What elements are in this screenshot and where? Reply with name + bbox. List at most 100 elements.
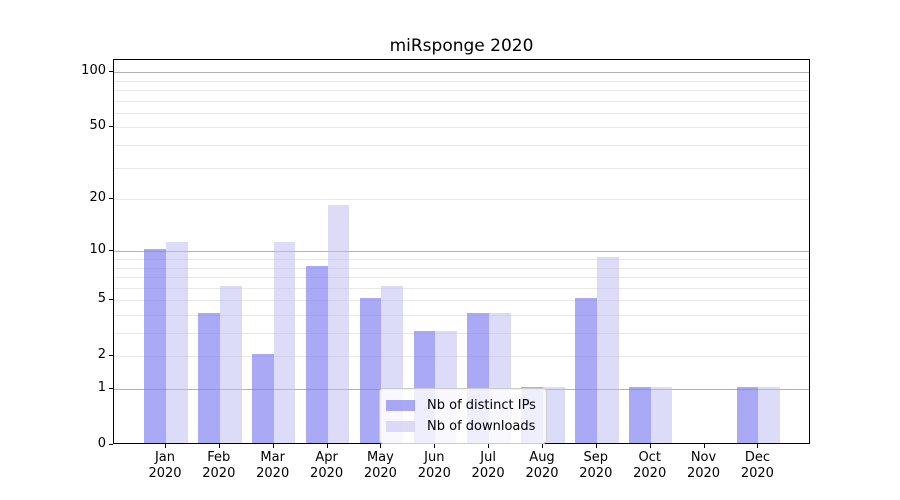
legend-row-downloads: Nb of downloads bbox=[386, 417, 536, 436]
x-tick-label-jun: Jun 2020 bbox=[404, 450, 464, 482]
bar-distinct-ips-apr bbox=[305, 265, 328, 443]
minor-gridline-7 bbox=[114, 277, 809, 278]
x-tick-may bbox=[380, 444, 382, 448]
x-tick-label-oct: Oct 2020 bbox=[620, 450, 680, 482]
x-label-year: 2020 bbox=[256, 466, 290, 481]
x-label-month: Mar bbox=[260, 450, 285, 465]
x-label-year: 2020 bbox=[202, 466, 236, 481]
bar-distinct-ips-jan bbox=[144, 249, 167, 443]
y-tick-2 bbox=[109, 355, 113, 357]
bar-downloads-apr bbox=[327, 205, 350, 443]
y-tick-label-50: 50 bbox=[89, 118, 106, 134]
x-label-year: 2020 bbox=[310, 466, 344, 481]
y-tick-50 bbox=[109, 126, 113, 128]
x-tick-aug bbox=[542, 444, 543, 448]
y-tick-label-1: 1 bbox=[97, 380, 106, 395]
minor-gridline-70 bbox=[114, 100, 809, 102]
x-label-month: Apr bbox=[315, 450, 338, 465]
x-tick-jan bbox=[165, 444, 166, 448]
x-label-year: 2020 bbox=[148, 466, 182, 481]
x-label-month: Nov bbox=[690, 450, 717, 465]
x-label-year: 2020 bbox=[363, 466, 397, 481]
x-label-month: Jul bbox=[480, 450, 496, 465]
x-tick-oct bbox=[649, 444, 651, 448]
legend-row-distinct-ips: Nb of distinct IPs bbox=[386, 396, 536, 415]
x-tick-jul bbox=[488, 444, 490, 448]
x-tick-label-jul: Jul 2020 bbox=[458, 450, 518, 482]
x-tick-label-feb: Feb 2020 bbox=[189, 450, 249, 482]
x-tick-label-dec: Dec 2020 bbox=[727, 450, 787, 482]
x-label-month: Jan bbox=[154, 450, 176, 465]
minor-gridline-5 bbox=[114, 300, 809, 302]
plot-area: Nb of distinct IPs Nb of downloads bbox=[113, 59, 810, 444]
y-tick-label-0: 0 bbox=[97, 436, 106, 451]
bar-downloads-mar bbox=[273, 242, 296, 443]
minor-gridline-9 bbox=[114, 259, 809, 260]
x-label-month: Dec bbox=[744, 450, 770, 465]
y-tick-label-100: 100 bbox=[81, 63, 106, 79]
legend: Nb of distinct IPs Nb of downloads bbox=[379, 388, 547, 444]
x-tick-label-apr: Apr 2020 bbox=[297, 450, 357, 482]
x-label-year: 2020 bbox=[740, 466, 774, 481]
bar-distinct-ips-oct bbox=[628, 387, 651, 443]
x-label-month: Feb bbox=[207, 450, 231, 465]
x-label-month: Oct bbox=[638, 450, 661, 465]
x-tick-label-jan: Jan 2020 bbox=[135, 450, 195, 482]
x-tick-sep bbox=[595, 444, 597, 448]
x-tick-label-may: May 2020 bbox=[350, 450, 410, 482]
x-label-month: Sep bbox=[583, 450, 609, 465]
x-label-year: 2020 bbox=[686, 466, 721, 481]
bar-downloads-sep bbox=[596, 257, 619, 443]
x-label-month: Aug bbox=[529, 450, 555, 465]
x-label-year: 2020 bbox=[633, 466, 667, 481]
bar-distinct-ips-feb bbox=[198, 313, 220, 443]
minor-gridline-3 bbox=[114, 333, 809, 334]
y-tick-10 bbox=[109, 250, 113, 252]
x-label-year: 2020 bbox=[471, 466, 505, 481]
bar-distinct-ips-mar bbox=[251, 354, 274, 443]
bar-downloads-aug bbox=[542, 387, 565, 443]
major-gridline-10 bbox=[114, 251, 809, 253]
x-tick-jun bbox=[434, 444, 436, 448]
legend-swatch-distinct-ips bbox=[386, 400, 415, 411]
bar-distinct-ips-may bbox=[359, 298, 382, 443]
y-tick-5 bbox=[109, 299, 113, 301]
chart-title: miRsponge 2020 bbox=[389, 36, 534, 56]
y-tick-label-10: 10 bbox=[89, 242, 106, 258]
minor-gridline-90 bbox=[114, 80, 809, 82]
legend-label-downloads: Nb of downloads bbox=[427, 419, 536, 434]
major-gridline-100 bbox=[114, 72, 809, 74]
minor-gridline-80 bbox=[114, 89, 809, 91]
x-tick-label-mar: Mar 2020 bbox=[243, 450, 303, 482]
x-tick-dec bbox=[757, 444, 759, 448]
minor-gridline-8 bbox=[114, 267, 809, 269]
x-label-year: 2020 bbox=[525, 466, 559, 481]
minor-gridline-4 bbox=[114, 315, 809, 316]
minor-gridline-20 bbox=[114, 199, 809, 200]
minor-gridline-30 bbox=[114, 167, 809, 169]
bar-downloads-oct bbox=[650, 387, 673, 443]
x-label-month: May bbox=[366, 450, 394, 465]
x-tick-mar bbox=[272, 444, 274, 448]
legend-label-distinct-ips: Nb of distinct IPs bbox=[427, 398, 536, 413]
y-tick-0 bbox=[109, 444, 113, 445]
y-tick-label-2: 2 bbox=[97, 347, 106, 363]
y-tick-100 bbox=[109, 71, 113, 73]
bar-downloads-jan bbox=[166, 242, 188, 443]
minor-gridline-6 bbox=[114, 287, 809, 289]
x-tick-label-aug: Aug 2020 bbox=[512, 450, 572, 482]
minor-gridline-40 bbox=[114, 144, 809, 146]
minor-gridline-2 bbox=[114, 356, 809, 358]
minor-gridline-50 bbox=[114, 127, 809, 129]
bar-downloads-dec bbox=[758, 387, 781, 443]
x-label-year: 2020 bbox=[417, 466, 451, 481]
y-tick-label-5: 5 bbox=[97, 291, 106, 307]
x-tick-feb bbox=[218, 444, 220, 448]
bar-downloads-feb bbox=[219, 285, 242, 443]
y-tick-label-20: 20 bbox=[89, 190, 106, 205]
y-tick-1 bbox=[109, 388, 113, 389]
x-label-year: 2020 bbox=[579, 466, 613, 481]
x-tick-nov bbox=[703, 444, 705, 448]
x-tick-apr bbox=[326, 444, 328, 448]
